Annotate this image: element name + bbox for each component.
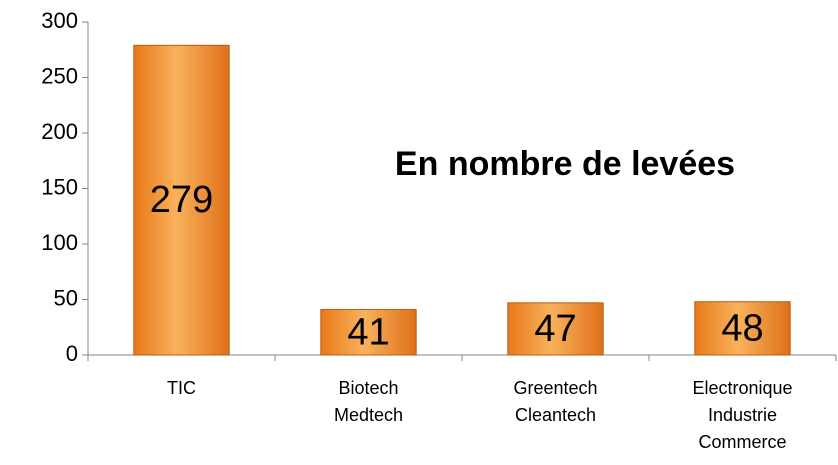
value-label: 41 xyxy=(347,311,389,353)
y-tick-label: 0 xyxy=(66,341,78,366)
y-tick-label: 50 xyxy=(54,285,78,310)
bar xyxy=(694,301,791,356)
bar xyxy=(133,44,230,356)
x-tick-label: Biotech Medtech xyxy=(333,378,404,425)
x-tick-label: TIC xyxy=(167,378,196,398)
y-tick-label: 200 xyxy=(41,119,78,144)
x-tick-label: Electronique Industrie Commerce xyxy=(692,378,793,452)
value-label: 47 xyxy=(534,308,576,350)
x-tick-label: Greentech Cleantech xyxy=(513,378,598,425)
bar xyxy=(507,302,604,356)
annotation: En nombre de levées xyxy=(395,145,735,183)
value-label: 279 xyxy=(150,179,213,221)
y-tick-label: 100 xyxy=(41,230,78,255)
y-tick-label: 250 xyxy=(41,63,78,88)
value-label: 48 xyxy=(721,307,763,349)
y-tick-label: 150 xyxy=(41,174,78,199)
bar xyxy=(320,308,417,356)
y-tick-label: 300 xyxy=(41,8,78,33)
